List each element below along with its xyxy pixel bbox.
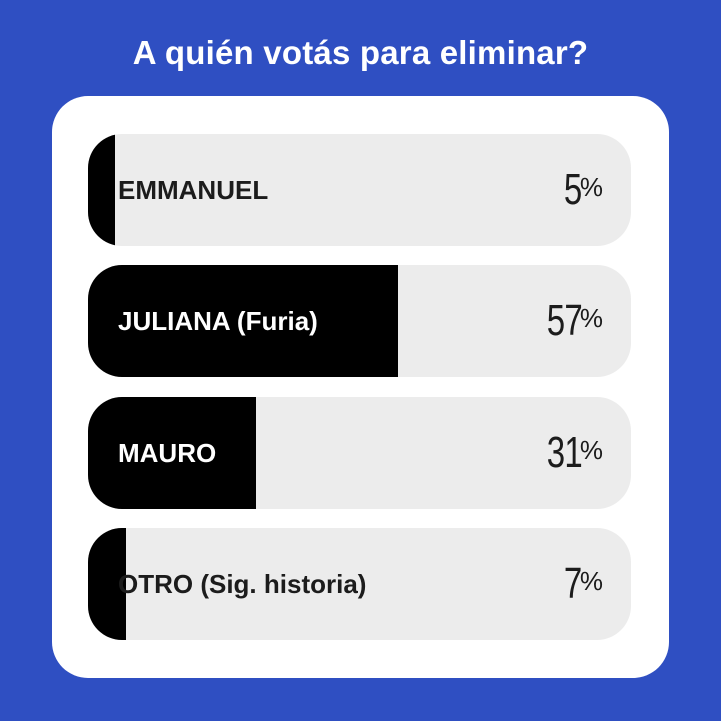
poll-option-percent: 5% [564, 165, 603, 214]
poll-option-label: JULIANA (Furia) [118, 305, 318, 336]
poll-option-fill [88, 397, 257, 509]
poll-option-otro[interactable]: OTRO (Sig. historia) 7% [88, 528, 631, 640]
poll-option-fill [88, 265, 398, 377]
poll-option-percent: 7% [564, 559, 603, 608]
poll-option-mauro[interactable]: MAURO 31% [88, 397, 631, 509]
poll-option-label: MAURO [118, 437, 217, 468]
poll-option-percent: 31% [546, 428, 603, 477]
poll-option-percent: 57% [546, 296, 603, 345]
poll-card: EMMANUEL 5% JULIANA (Furia) 57% MAURO 31… [52, 96, 669, 678]
poll-option-label: OTRO (Sig. historia) [118, 568, 367, 599]
poll-option-emmanuel[interactable]: EMMANUEL 5% [88, 134, 631, 246]
poll-option-fill [88, 528, 126, 640]
poll-option-fill [88, 134, 116, 246]
poll-question: A quién votás para eliminar? [132, 34, 589, 71]
poll-option-juliana[interactable]: JULIANA (Furia) 57% [88, 265, 631, 377]
poll-option-label: EMMANUEL [118, 174, 269, 205]
